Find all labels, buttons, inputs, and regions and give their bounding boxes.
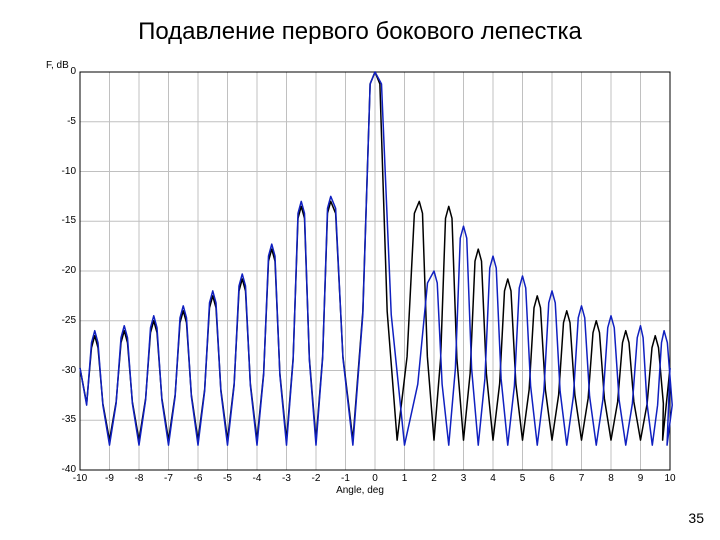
- x-tick-label: 9: [631, 473, 651, 484]
- y-tick-label: -30: [46, 365, 76, 376]
- x-tick-label: 0: [365, 473, 385, 484]
- y-tick-label: -5: [46, 116, 76, 127]
- x-tick-label: -2: [306, 473, 326, 484]
- y-tick-label: -35: [46, 414, 76, 425]
- x-tick-label: 7: [572, 473, 592, 484]
- x-tick-label: -9: [100, 473, 120, 484]
- x-tick-label: -6: [188, 473, 208, 484]
- chart-svg: [40, 60, 680, 500]
- x-tick-label: 2: [424, 473, 444, 484]
- y-tick-label: -10: [46, 166, 76, 177]
- y-tick-label: -20: [46, 265, 76, 276]
- x-tick-label: 6: [542, 473, 562, 484]
- x-tick-label: 8: [601, 473, 621, 484]
- y-tick-label: -15: [46, 215, 76, 226]
- x-tick-label: -5: [218, 473, 238, 484]
- x-tick-label: -8: [129, 473, 149, 484]
- x-tick-label: -10: [70, 473, 90, 484]
- x-tick-label: 4: [483, 473, 503, 484]
- chart: F, dB Angle, deg -40-35-30-25-20-15-10-5…: [40, 60, 680, 500]
- y-tick-label: -25: [46, 315, 76, 326]
- x-tick-label: -3: [277, 473, 297, 484]
- x-tick-label: -4: [247, 473, 267, 484]
- x-tick-label: -1: [336, 473, 356, 484]
- x-tick-label: -7: [159, 473, 179, 484]
- x-tick-label: 5: [513, 473, 533, 484]
- y-tick-label: 0: [46, 66, 76, 77]
- x-axis-label: Angle, deg: [40, 485, 680, 496]
- slide: { "title": "Подавление первого бокового …: [0, 0, 720, 540]
- x-tick-label: 1: [395, 473, 415, 484]
- page-number: 35: [688, 510, 704, 526]
- x-tick-label: 3: [454, 473, 474, 484]
- x-tick-label: 10: [660, 473, 680, 484]
- slide-title: Подавление первого бокового лепестка: [0, 18, 720, 46]
